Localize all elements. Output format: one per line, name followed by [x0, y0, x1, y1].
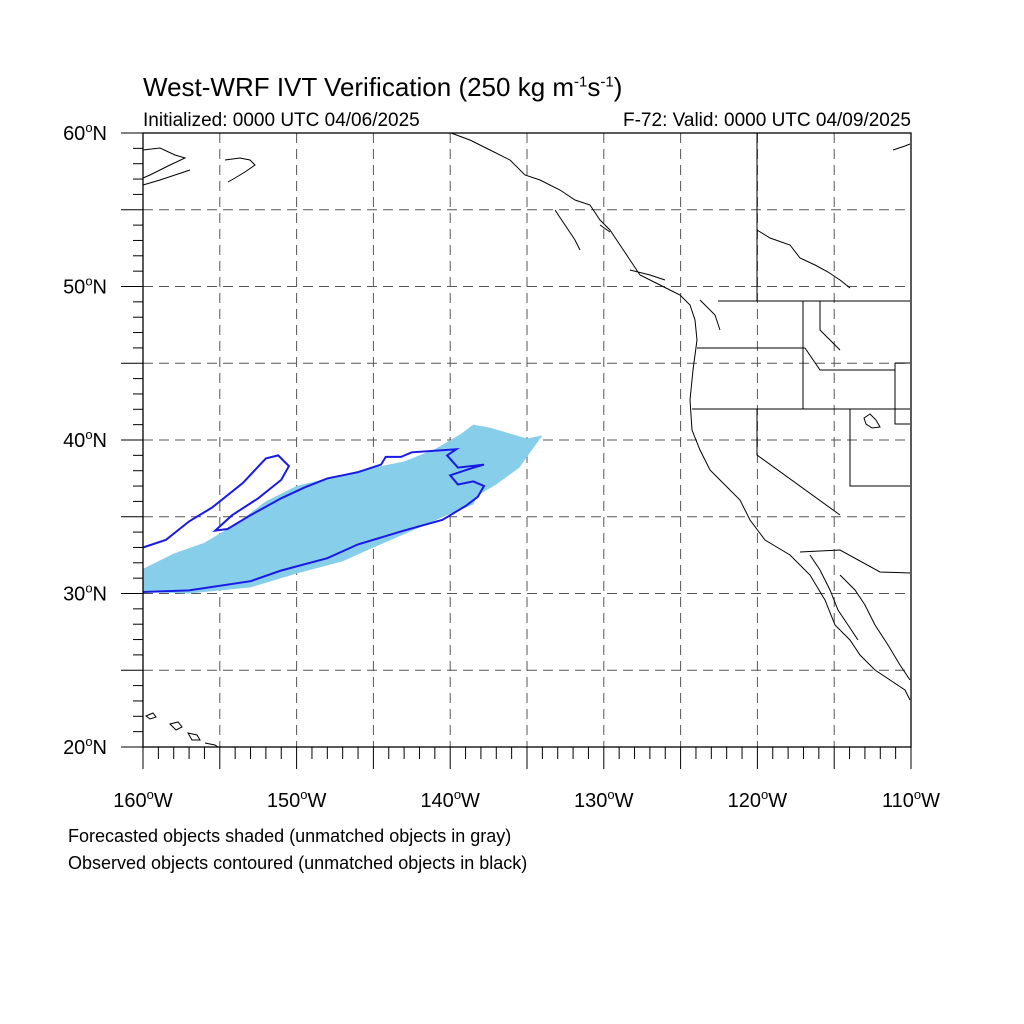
coastlines: [142, 132, 911, 748]
coastline-hawaii: [145, 712, 219, 748]
title-exp1: -1: [574, 73, 588, 91]
forecast-object-shaded: [143, 424, 543, 594]
valid-time-label: F-72: Valid: 0000 UTC 04/09/2025: [623, 110, 911, 131]
lon-tick-label: 130oW: [574, 787, 634, 812]
coastline-top-right: [892, 143, 911, 151]
title-close: ): [613, 72, 623, 102]
lat-tick-label: 40oN: [63, 427, 107, 452]
rivers-canada: [756, 229, 851, 289]
lon-tick-label: 140oW: [420, 787, 480, 812]
caption-forecast: Forecasted objects shaded (unmatched obj…: [68, 826, 512, 846]
title-main: West-WRF IVT Verification (250 kg m: [143, 72, 575, 102]
border-lines: [692, 133, 911, 574]
coastline-baja: [809, 554, 911, 681]
axis-ticks: [121, 132, 912, 769]
observed-object-contour: [142, 447, 486, 593]
lat-tick-label: 30oN: [63, 581, 107, 606]
lon-tick-label: 120oW: [728, 787, 788, 812]
caption-observed: Observed objects contoured (unmatched ob…: [68, 853, 528, 873]
lon-tick-label: 160oW: [113, 787, 173, 812]
forecast-objects: [143, 424, 543, 594]
great-salt-lake: [863, 413, 881, 429]
coastline-north-america: [450, 132, 911, 701]
coastline-alaska: [142, 147, 256, 186]
lat-tick-label: 50oN: [63, 274, 107, 299]
title-exp2: -1: [600, 73, 614, 91]
lon-tick-label: 110oW: [882, 787, 940, 812]
chart-title: West-WRF IVT Verification (250 kg m-1s-1…: [143, 72, 622, 103]
init-time-label: Initialized: 0000 UTC 04/06/2025: [143, 110, 420, 131]
lon-tick-label: 150oW: [267, 787, 327, 812]
axis-labels: 20oN 30oN 40oN 50oN 60oN 160oW 150oW 140oW 130oW…: [63, 120, 940, 812]
title-mid: s: [587, 72, 601, 102]
coastline-bc-islands: [554, 209, 721, 331]
observed-objects: [142, 447, 486, 593]
lat-tick-label: 60oN: [63, 120, 107, 145]
lat-tick-label: 20oN: [63, 734, 107, 759]
